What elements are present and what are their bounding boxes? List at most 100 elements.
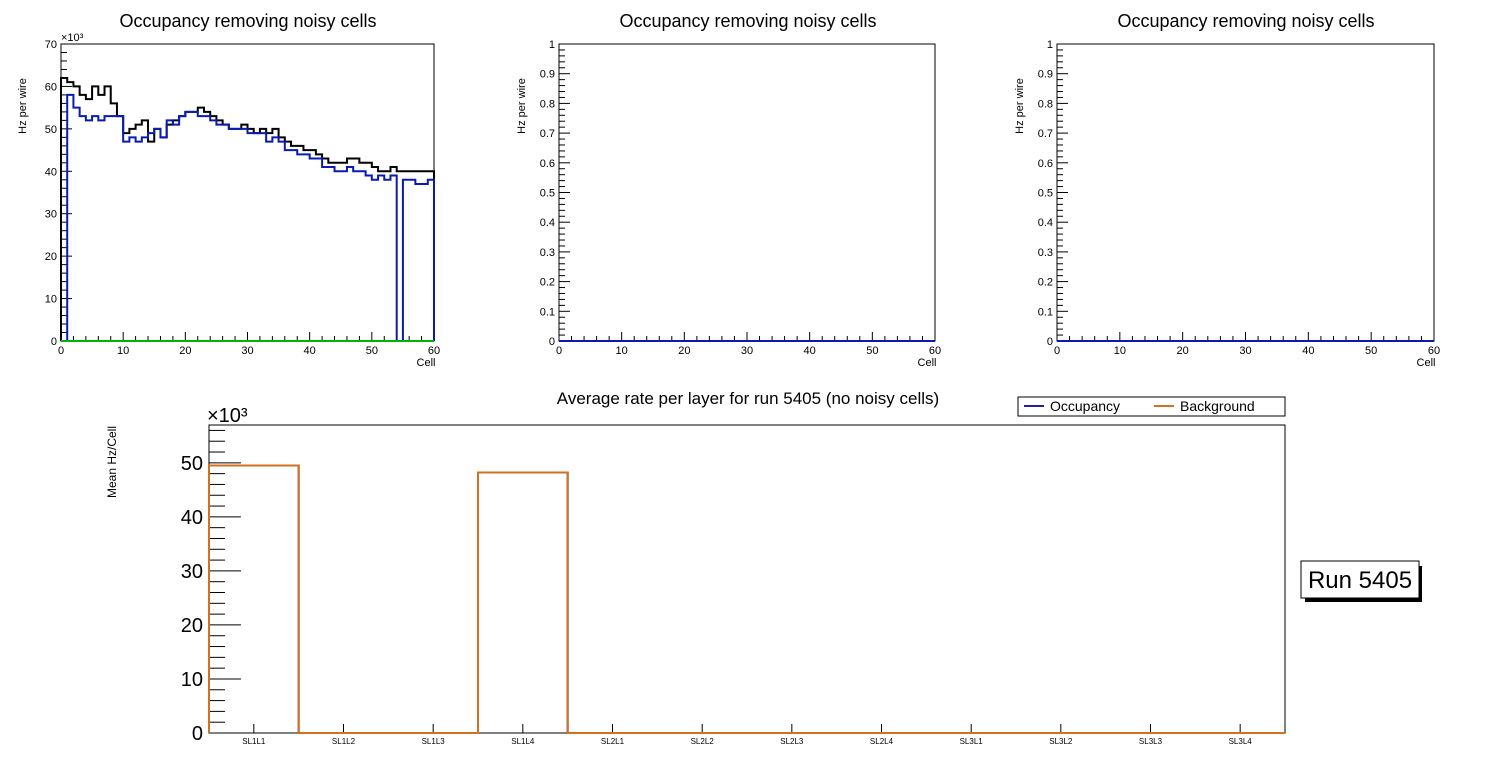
y-tick-label: 10 (45, 294, 57, 306)
x-tick-label: 0 (556, 345, 562, 357)
x-tick-label: 60 (428, 345, 440, 357)
y-tick-label: 0.2 (540, 277, 555, 289)
series-blue (61, 93, 435, 342)
legend-box (1017, 396, 1286, 417)
x-tick-label: 30 (1239, 345, 1251, 357)
y-tick-label: 50 (45, 124, 57, 136)
panel-title: Occupancy removing noisy cells (119, 11, 376, 31)
y-tick-label: 60 (45, 81, 57, 93)
x-axis-label: Cell (1417, 357, 1436, 369)
y-tick-label: 0.4 (1038, 217, 1053, 229)
y-tick-label: 0.6 (1038, 158, 1053, 170)
y-axis-label: Hz per wire (1014, 78, 1026, 134)
run-box (1300, 560, 1420, 599)
y-tick-label: 0.7 (540, 128, 555, 140)
legend-entry: Background (1180, 398, 1255, 414)
panel-2 (558, 43, 936, 342)
bottom-chart (208, 424, 1422, 734)
category-label: SL3L2 (1049, 737, 1073, 746)
category-label: SL3L4 (1229, 737, 1253, 746)
x-tick-label: 40 (804, 345, 816, 357)
y-tick-label: 0.5 (1038, 188, 1053, 200)
y-tick-label: 40 (45, 166, 57, 178)
legend-entry: Occupancy (1050, 398, 1120, 414)
category-label: SL2L3 (780, 737, 804, 746)
run-label: Run 5405 (1308, 567, 1412, 594)
y-exponent: ×10³ (61, 32, 84, 44)
y-exponent: ×10³ (207, 405, 248, 427)
y-tick-label: 0.9 (540, 69, 555, 81)
y-tick-label: 0.5 (540, 188, 555, 200)
y-axis-label: Mean Hz/Cell (105, 426, 119, 498)
x-tick-label: 10 (117, 345, 129, 357)
panel-title: Occupancy removing noisy cells (619, 11, 876, 31)
panel-1 (60, 43, 435, 342)
y-tick-label: 0.1 (540, 306, 555, 318)
y-tick-label: 30 (45, 209, 57, 221)
y-tick-label: 0.4 (540, 217, 555, 229)
x-tick-label: 50 (366, 345, 378, 357)
y-tick-label: 20 (181, 615, 203, 637)
x-tick-label: 20 (1177, 345, 1189, 357)
x-tick-label: 0 (1054, 345, 1060, 357)
y-tick-label: 0.6 (540, 158, 555, 170)
x-tick-label: 0 (58, 345, 64, 357)
category-label: SL1L1 (242, 737, 266, 746)
category-label: SL2L2 (691, 737, 715, 746)
panel-3 (1056, 43, 1435, 342)
category-label: SL2L1 (601, 737, 625, 746)
x-tick-label: 50 (1365, 345, 1377, 357)
y-tick-label: 1 (1047, 39, 1053, 51)
y-tick-label: 0.9 (1038, 69, 1053, 81)
y-tick-label: 0 (549, 336, 555, 348)
y-tick-label: 0.1 (1038, 306, 1053, 318)
y-tick-label: 40 (181, 507, 203, 529)
y-tick-label: 0 (51, 336, 57, 348)
y-tick-label: 70 (45, 39, 57, 51)
plot-frame (558, 43, 936, 342)
category-label: SL1L4 (511, 737, 535, 746)
x-tick-label: 40 (1302, 345, 1314, 357)
y-tick-label: 30 (181, 561, 203, 583)
y-tick-label: 0.3 (1038, 247, 1053, 259)
x-axis-label: Cell (417, 357, 436, 369)
y-tick-label: 10 (181, 669, 203, 691)
y-tick-label: 1 (549, 39, 555, 51)
x-tick-label: 20 (678, 345, 690, 357)
series-black (60, 76, 435, 341)
plot-frame (1056, 43, 1435, 342)
x-tick-label: 20 (179, 345, 191, 357)
x-tick-label: 60 (929, 345, 941, 357)
y-tick-label: 0.8 (1038, 98, 1053, 110)
y-tick-label: 0.7 (1038, 128, 1053, 140)
x-axis-label: Cell (918, 357, 937, 369)
plot-frame (208, 424, 1286, 734)
y-tick-label: 50 (181, 453, 203, 475)
y-tick-label: 0.8 (540, 98, 555, 110)
x-tick-label: 30 (241, 345, 253, 357)
category-label: SL1L3 (422, 737, 446, 746)
y-axis-label: Hz per wire (516, 78, 528, 134)
legend (1017, 396, 1286, 417)
x-tick-label: 60 (1428, 345, 1440, 357)
panel-title: Occupancy removing noisy cells (1117, 11, 1374, 31)
category-label: SL1L2 (332, 737, 356, 746)
x-tick-label: 50 (866, 345, 878, 357)
y-axis-label: Hz per wire (17, 78, 29, 134)
y-tick-label: 0.2 (1038, 277, 1053, 289)
y-tick-label: 20 (45, 251, 57, 263)
category-label: SL3L3 (1139, 737, 1163, 746)
x-tick-label: 40 (304, 345, 316, 357)
y-tick-label: 0 (1047, 336, 1053, 348)
plot-frame (60, 43, 435, 342)
bar-series-background (208, 464, 1285, 734)
x-tick-label: 10 (616, 345, 628, 357)
bar-series-occupancy (208, 464, 1285, 734)
y-tick-label: 0.3 (540, 247, 555, 259)
bottom-title: Average rate per layer for run 5405 (no … (557, 389, 939, 408)
category-label: SL3L1 (960, 737, 984, 746)
x-tick-label: 10 (1114, 345, 1126, 357)
x-tick-label: 30 (741, 345, 753, 357)
category-label: SL2L4 (870, 737, 894, 746)
